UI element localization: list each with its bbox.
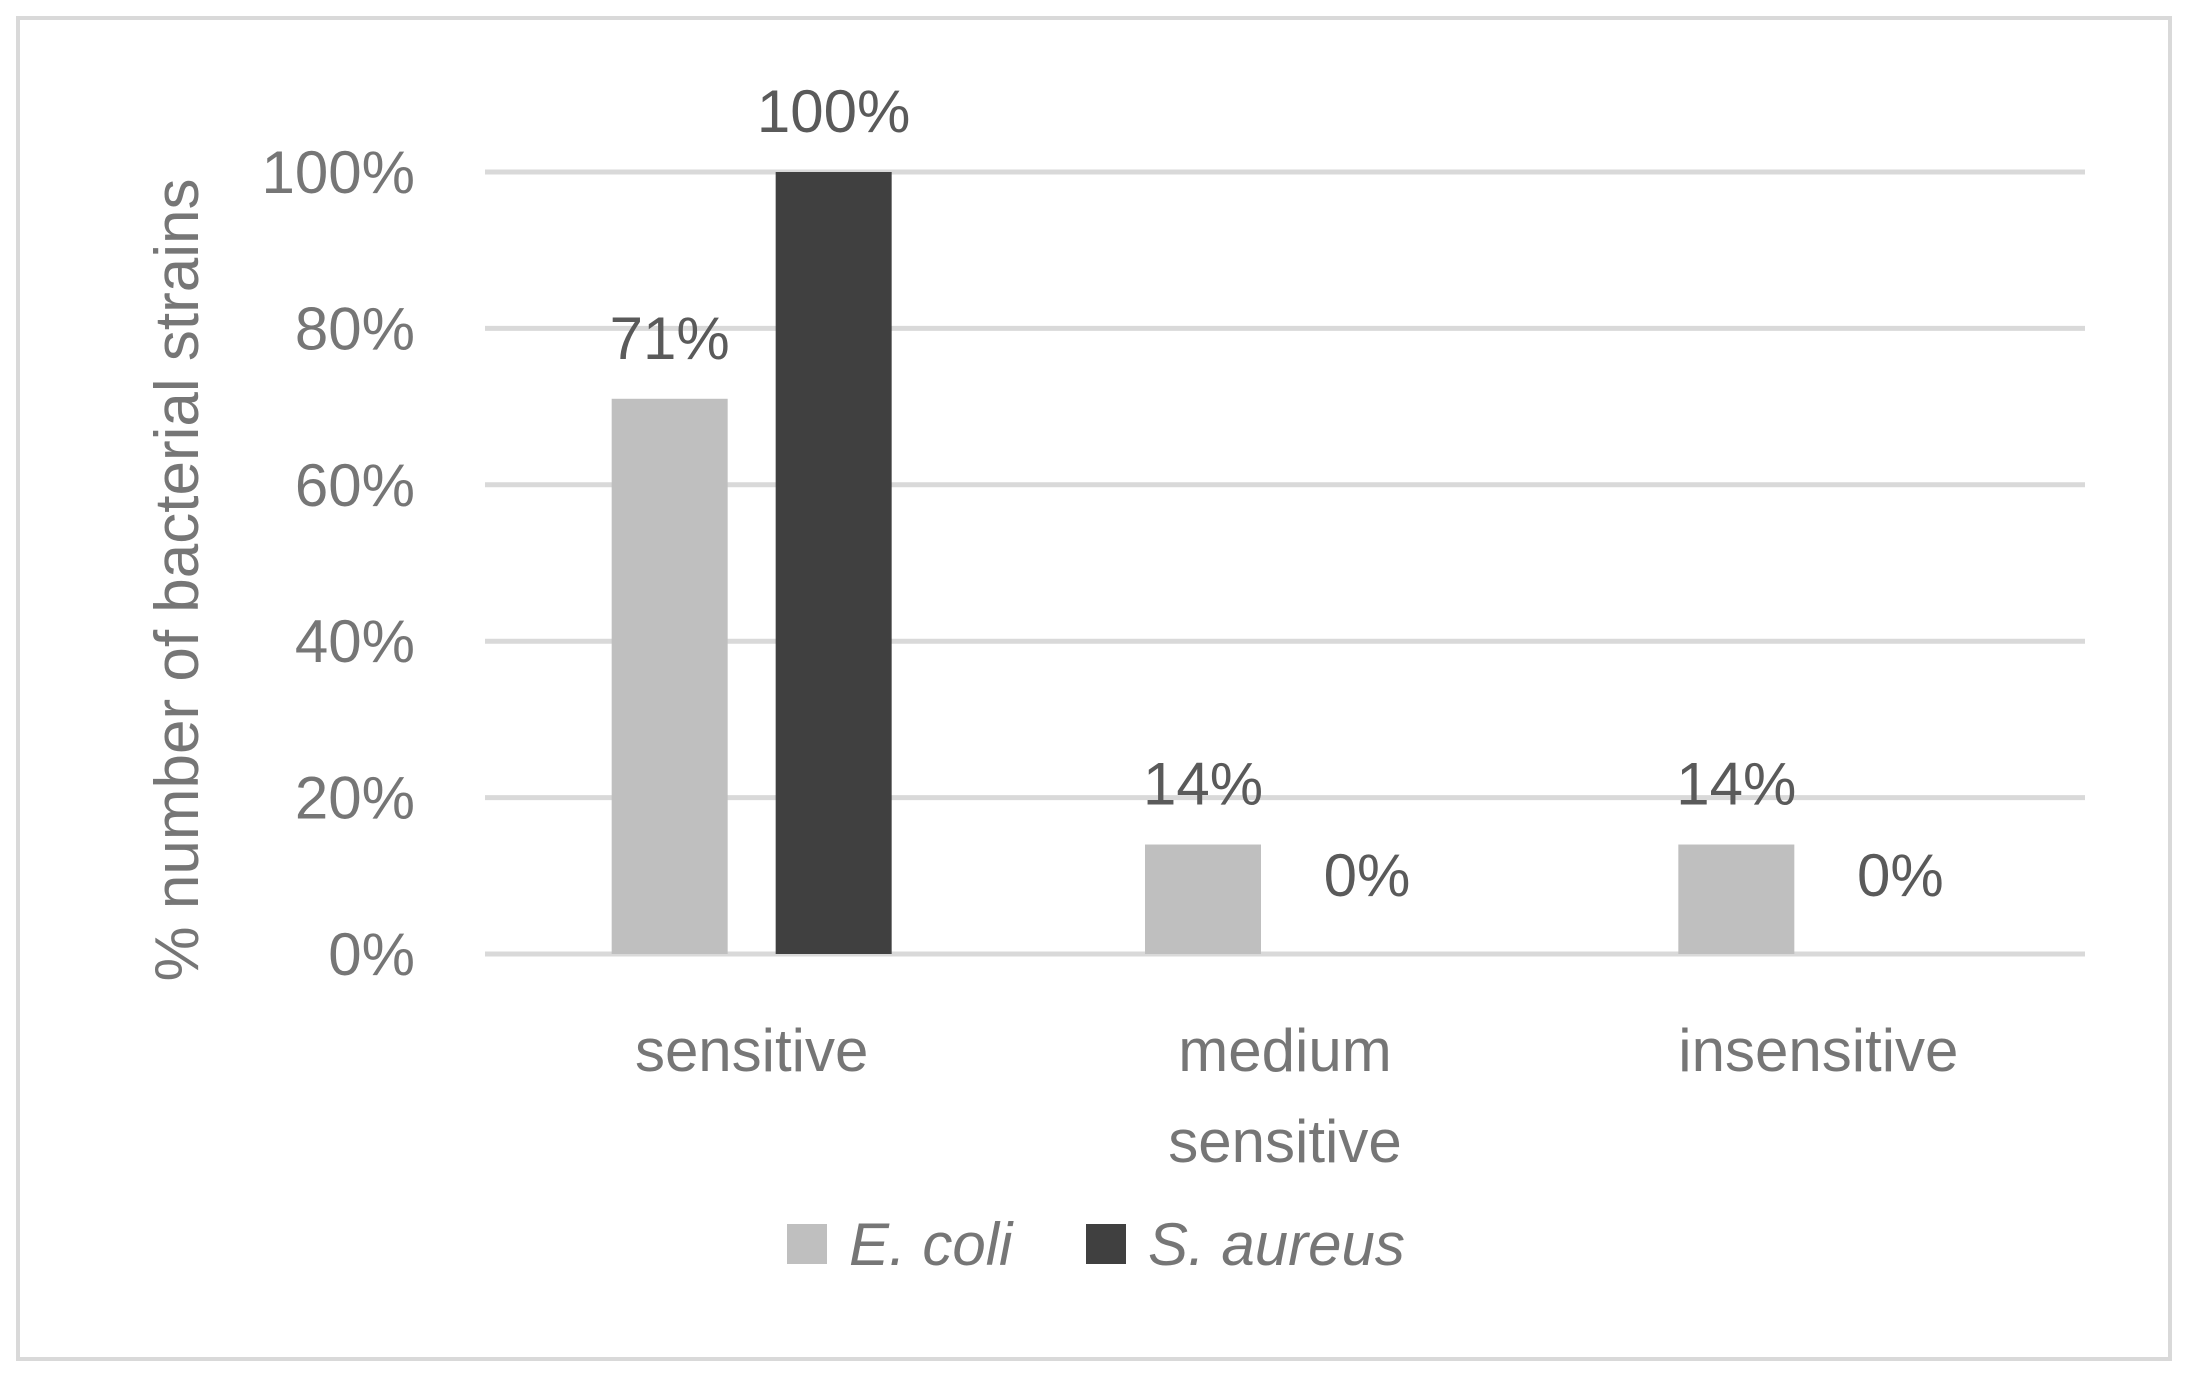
legend-label: E. coli xyxy=(849,1211,1014,1278)
y-tick-label: 100% xyxy=(262,139,415,206)
legend-label: S. aureus xyxy=(1148,1211,1405,1278)
data-label: 14% xyxy=(1143,751,1263,818)
y-tick-label: 80% xyxy=(295,295,415,362)
bar xyxy=(775,172,892,954)
data-label: 71% xyxy=(610,305,730,372)
legend-swatch xyxy=(787,1224,827,1264)
data-label: 0% xyxy=(1324,842,1411,909)
y-tick-label: 0% xyxy=(328,921,415,988)
category-labels: sensitive medium sensitive insensitive xyxy=(635,1017,1958,1175)
bar xyxy=(611,398,728,954)
y-tick-label: 60% xyxy=(295,452,415,519)
category-label: sensitive xyxy=(1168,1108,1401,1175)
bar xyxy=(1145,844,1261,954)
gridlines xyxy=(485,169,2085,957)
legend-swatch xyxy=(1086,1224,1126,1264)
data-label: 14% xyxy=(1676,751,1796,818)
y-tick-label: 40% xyxy=(295,608,415,675)
legend: E. coli S. aureus xyxy=(787,1211,1405,1278)
category-label: insensitive xyxy=(1678,1017,1958,1084)
bars xyxy=(611,172,1795,954)
y-tick-label: 20% xyxy=(295,765,415,832)
y-tick-labels: 0% 20% 40% 60% 80% 100% xyxy=(262,139,415,988)
chart-frame xyxy=(16,16,2172,1361)
category-label: medium xyxy=(1178,1017,1391,1084)
data-label: 100% xyxy=(757,78,910,145)
bar xyxy=(1678,844,1795,954)
category-label: sensitive xyxy=(635,1017,868,1084)
data-labels: 71% 100% 14% 0% 14% 0% xyxy=(610,78,1944,909)
y-axis-title: % number of bacterial strains xyxy=(143,179,212,982)
data-label: 0% xyxy=(1857,842,1944,909)
